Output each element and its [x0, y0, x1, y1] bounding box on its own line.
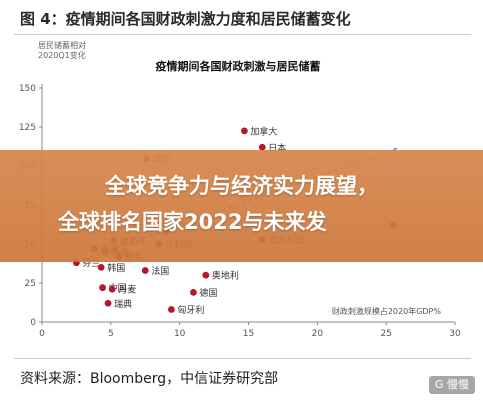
- data-point: [108, 285, 116, 293]
- x-axis-label: 财政刺激规模占2020年GDP%: [332, 306, 442, 316]
- data-point: [104, 299, 112, 307]
- x-tick-label: 25: [380, 329, 391, 339]
- x-tick-label: 0: [39, 329, 45, 339]
- chart-title: 疫情期间各国财政刺激与居民储蓄: [156, 59, 321, 73]
- y-tick-label: 150: [19, 84, 36, 94]
- x-tick-label: 30: [449, 329, 461, 339]
- data-point: [168, 306, 175, 313]
- overlay-banner: 全球竞争力与经济实力展望， 全球排名国家2022与未来发: [0, 150, 483, 262]
- data-point-label: 法国: [151, 265, 169, 277]
- data-point-label: 丹麦: [118, 284, 136, 296]
- data-point-label: 韩国: [107, 262, 125, 274]
- banner-line-1: 全球竞争力与经济实力展望，: [105, 174, 378, 198]
- y-tick-label: 0: [30, 318, 36, 328]
- data-point: [202, 271, 210, 279]
- source-footer: 资料来源：Bloomberg，中信证券研究部: [0, 358, 483, 400]
- data-point: [240, 127, 248, 135]
- data-point: [97, 264, 105, 271]
- x-tick-label: 20: [312, 329, 324, 339]
- data-point-label: 加拿大: [250, 125, 277, 137]
- source-note: 资料来源：Bloomberg，中信证券研究部: [20, 371, 279, 387]
- figure-title: 图 4：疫情期间各国财政刺激力度和居民储蓄变化: [20, 10, 351, 28]
- data-point: [99, 284, 106, 292]
- x-tick-label: 10: [174, 329, 186, 339]
- data-point-label: 德国: [199, 287, 217, 299]
- x-tick-label: 5: [108, 329, 114, 339]
- footer-divider: [14, 358, 471, 359]
- y-tick-label: 125: [19, 123, 36, 133]
- banner-line-2: 全球排名国家2022与未来发: [58, 210, 327, 234]
- header-divider: [14, 34, 471, 35]
- y-axis-label-line: 2020Q1变化: [38, 50, 86, 60]
- data-point: [258, 143, 266, 151]
- data-point: [141, 267, 149, 274]
- data-point: [190, 288, 197, 296]
- figure-header: 图 4：疫情期间各国财政刺激力度和居民储蓄变化: [0, 0, 483, 36]
- y-tick-label: 25: [25, 279, 36, 289]
- data-point-label: 匈牙利: [177, 304, 204, 316]
- data-point-label: 奥地利: [212, 270, 239, 282]
- watermark: G 慢慢: [428, 376, 475, 394]
- y-axis-label-line: 居民储蓄相对: [38, 40, 86, 50]
- data-point-label: 瑞典: [114, 298, 132, 310]
- x-tick-label: 15: [243, 329, 254, 339]
